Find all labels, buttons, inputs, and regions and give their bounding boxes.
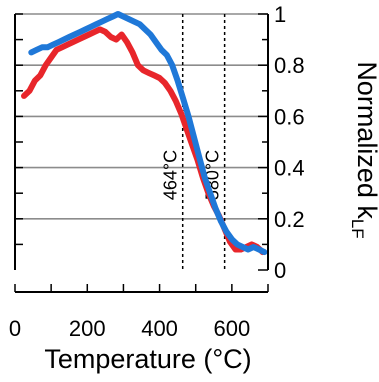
x-tick-label: 200 — [69, 316, 106, 341]
y-tick-label: 0.8 — [274, 53, 305, 78]
y-axis-label: Normalized kLF — [348, 61, 379, 238]
tick-labels: 0 0.2 0.4 0.6 0.8 1 0 200 400 600 — [9, 2, 305, 341]
y-tick-label: 0.6 — [274, 104, 305, 129]
grid-lines — [15, 13, 268, 220]
y-tick-label: 1 — [274, 2, 286, 27]
x-axis-label: Temperature (°C) — [44, 344, 251, 374]
series-lines — [21, 11, 268, 256]
y-tick-label: 0.4 — [274, 156, 305, 181]
marker-label: 464°C — [161, 150, 181, 200]
x-tick-label: 600 — [213, 316, 250, 341]
axes — [14, 13, 269, 293]
y-tick-label: 0 — [274, 258, 286, 283]
y-tick-label: 0.2 — [274, 207, 305, 232]
x-tick-label: 0 — [9, 316, 21, 341]
x-tick-label: 400 — [141, 316, 178, 341]
y-axis-label-subscript: LF — [348, 219, 367, 239]
y-axis-label-group: Normalized kLF — [348, 61, 379, 238]
series-line-2 — [28, 11, 268, 256]
